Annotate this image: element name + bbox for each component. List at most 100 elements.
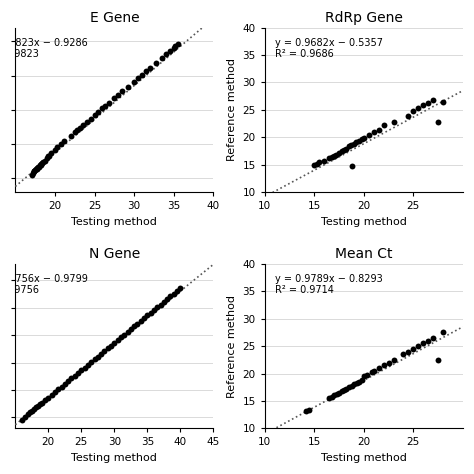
- Point: [338, 148, 346, 155]
- Point: [157, 301, 164, 308]
- Point: [99, 105, 106, 112]
- Point: [71, 128, 79, 136]
- Point: [342, 385, 350, 392]
- Point: [174, 40, 182, 48]
- Text: y = 0.9789x − 0.8293
R² = 0.9714: y = 0.9789x − 0.8293 R² = 0.9714: [275, 274, 383, 295]
- Point: [405, 113, 412, 120]
- Point: [39, 158, 47, 166]
- Point: [170, 44, 178, 51]
- Point: [325, 154, 333, 162]
- Point: [177, 284, 184, 292]
- Point: [439, 98, 447, 105]
- Point: [38, 399, 46, 407]
- Point: [115, 91, 122, 99]
- Point: [330, 153, 338, 160]
- Point: [162, 51, 170, 58]
- Point: [360, 134, 368, 142]
- Point: [365, 131, 373, 139]
- Point: [27, 408, 34, 416]
- Point: [34, 164, 41, 172]
- Point: [415, 104, 422, 112]
- Point: [68, 374, 75, 382]
- Point: [380, 121, 387, 129]
- Point: [140, 314, 148, 322]
- Point: [352, 138, 360, 146]
- Point: [375, 126, 383, 133]
- Point: [164, 295, 171, 303]
- Point: [153, 59, 160, 66]
- Point: [410, 107, 417, 115]
- Point: [172, 42, 179, 50]
- Point: [335, 149, 343, 157]
- Point: [313, 160, 321, 168]
- Point: [147, 309, 155, 317]
- Point: [31, 405, 38, 413]
- Point: [25, 410, 32, 418]
- Point: [21, 413, 29, 420]
- Point: [350, 140, 358, 147]
- Point: [340, 386, 348, 394]
- Point: [87, 358, 95, 366]
- Point: [48, 391, 55, 399]
- Point: [31, 166, 39, 174]
- Point: [410, 345, 417, 353]
- Point: [127, 325, 135, 333]
- Point: [370, 128, 377, 136]
- Point: [54, 144, 61, 151]
- Point: [67, 132, 74, 140]
- Point: [385, 359, 392, 366]
- Point: [158, 54, 166, 62]
- Point: [104, 345, 111, 352]
- Point: [353, 379, 361, 387]
- Point: [74, 369, 82, 377]
- Point: [419, 101, 427, 109]
- Point: [18, 416, 26, 423]
- Point: [340, 146, 348, 154]
- Point: [120, 331, 128, 338]
- Point: [338, 387, 346, 395]
- Point: [37, 161, 45, 168]
- Point: [335, 389, 343, 396]
- Point: [110, 339, 118, 346]
- Point: [44, 153, 52, 160]
- Point: [355, 378, 363, 385]
- Title: RdRp Gene: RdRp Gene: [325, 11, 403, 25]
- Point: [360, 373, 368, 380]
- Point: [370, 367, 377, 374]
- X-axis label: Testing method: Testing method: [321, 453, 407, 463]
- Point: [35, 163, 43, 171]
- Point: [124, 83, 132, 91]
- X-axis label: Testing method: Testing method: [72, 217, 157, 227]
- Point: [87, 115, 94, 122]
- Text: y = 0.9756x − 0.9799
R² = 0.9756: y = 0.9756x − 0.9799 R² = 0.9756: [0, 274, 88, 295]
- Point: [342, 145, 350, 153]
- Point: [400, 351, 407, 358]
- Point: [134, 320, 141, 328]
- Point: [368, 368, 375, 376]
- Point: [375, 364, 383, 372]
- Point: [94, 353, 101, 360]
- Point: [130, 323, 138, 330]
- Point: [358, 136, 365, 143]
- Point: [51, 146, 59, 154]
- Point: [150, 306, 158, 314]
- Point: [117, 334, 125, 341]
- Title: Mean Ct: Mean Ct: [335, 247, 392, 262]
- Point: [325, 394, 333, 402]
- Point: [41, 157, 48, 164]
- Point: [137, 317, 145, 325]
- Point: [76, 124, 84, 131]
- Point: [105, 99, 112, 107]
- Point: [91, 356, 98, 363]
- Point: [45, 152, 52, 160]
- Point: [134, 74, 142, 82]
- Point: [61, 137, 68, 145]
- Point: [36, 401, 44, 408]
- Point: [419, 339, 427, 347]
- Point: [30, 167, 38, 174]
- Text: y = 0.9823x − 0.9286
R² = 0.9823: y = 0.9823x − 0.9286 R² = 0.9823: [0, 37, 87, 59]
- Point: [424, 99, 432, 107]
- Point: [429, 334, 437, 342]
- Point: [154, 303, 161, 311]
- Point: [345, 383, 353, 391]
